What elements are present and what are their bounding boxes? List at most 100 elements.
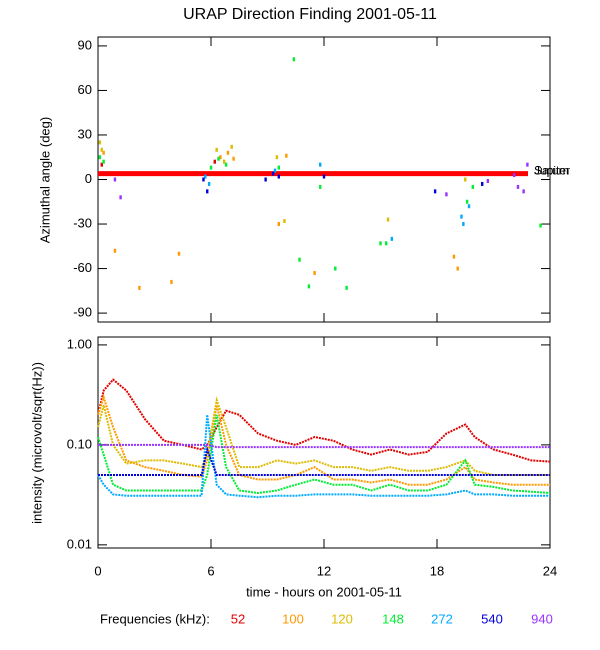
point: [277, 165, 280, 170]
point: [285, 153, 288, 158]
point: [452, 254, 456, 259]
plot-frame: [97, 336, 551, 549]
y-axis-label: intensity (microvolt/sqrt(Hz)): [29, 362, 44, 524]
y-tick-label: 0: [85, 171, 92, 186]
point: [206, 189, 209, 194]
point: [273, 168, 277, 173]
point: [516, 184, 520, 189]
legend-label: 540: [481, 611, 503, 626]
point: [100, 147, 103, 152]
y-axis-label: Azimuthal angle (deg): [37, 117, 52, 243]
legend-label: 272: [431, 611, 453, 626]
y-tick-label: 60: [78, 82, 92, 97]
y-tick-label: -30: [73, 215, 92, 230]
point: [102, 150, 105, 155]
point: [215, 147, 218, 152]
point: [464, 177, 467, 182]
x-axis-label: time - hours on 2001-05-11: [246, 584, 402, 599]
legend-label: 940: [531, 611, 553, 626]
x-tick-label: 6: [207, 563, 214, 578]
point: [138, 285, 141, 290]
point: [222, 159, 226, 164]
point: [322, 174, 326, 179]
point: [119, 195, 122, 200]
point: [275, 155, 279, 160]
point: [207, 181, 211, 186]
point: [213, 159, 216, 164]
point: [271, 171, 275, 176]
point: [264, 177, 267, 182]
point: [170, 279, 173, 284]
x-tick-label: 18: [430, 563, 444, 578]
point: [319, 162, 322, 167]
point: [232, 156, 235, 161]
point: [467, 204, 471, 209]
point: [298, 257, 301, 262]
point: [100, 162, 103, 167]
point: [471, 184, 474, 189]
point: [462, 222, 465, 227]
point: [209, 165, 213, 170]
chart-title: URAP Direction Finding 2001-05-11: [183, 6, 437, 23]
legend-label: 120: [331, 611, 353, 626]
point: [224, 162, 228, 167]
point: [481, 181, 484, 186]
point: [486, 178, 490, 183]
point: [319, 184, 322, 189]
series-line: [97, 414, 551, 495]
point: [204, 174, 207, 179]
annotation-label: Saturn: [534, 164, 569, 178]
y-tick-label: -90: [73, 305, 92, 320]
point: [384, 241, 388, 246]
x-tick-label: 0: [94, 563, 101, 578]
point: [386, 217, 390, 222]
point: [177, 251, 181, 256]
annotation-label: Jupiter: [534, 164, 570, 178]
point: [460, 214, 463, 219]
point: [313, 271, 316, 276]
y-tick-label: 0.01: [67, 536, 92, 551]
point: [345, 285, 348, 290]
point: [292, 57, 296, 62]
y-tick-label: 90: [78, 37, 92, 52]
point: [113, 248, 117, 253]
point: [334, 266, 337, 271]
point: [539, 223, 542, 228]
point: [307, 284, 311, 289]
point: [277, 174, 280, 179]
point: [445, 192, 448, 197]
y-tick-label: 1.00: [67, 336, 92, 351]
point: [226, 150, 230, 155]
plot-frame: [97, 36, 551, 323]
series-line: [97, 396, 550, 476]
legend-title: Frequencies (kHz):: [100, 611, 210, 626]
point: [526, 162, 529, 167]
point: [379, 241, 382, 246]
x-tick-label: 24: [543, 563, 557, 578]
point: [277, 222, 280, 227]
point: [433, 189, 437, 194]
point: [98, 155, 102, 160]
series-line: [97, 378, 551, 463]
legend-label: 148: [382, 611, 404, 626]
y-tick-label: 30: [78, 126, 92, 141]
series-line: [98, 445, 550, 476]
point: [456, 266, 459, 271]
series-line: [97, 414, 550, 499]
point: [219, 155, 222, 160]
series-line: [98, 443, 550, 449]
point: [113, 177, 117, 182]
x-tick-label: 12: [317, 563, 331, 578]
y-tick-label: -60: [73, 260, 92, 275]
y-tick-label: 0.10: [67, 436, 92, 451]
point: [513, 173, 516, 178]
legend-label: 100: [282, 611, 304, 626]
point: [465, 199, 469, 204]
point: [390, 236, 393, 241]
point: [230, 144, 233, 149]
point: [522, 189, 525, 194]
point: [98, 140, 102, 145]
point: [202, 177, 205, 182]
point: [102, 159, 105, 164]
